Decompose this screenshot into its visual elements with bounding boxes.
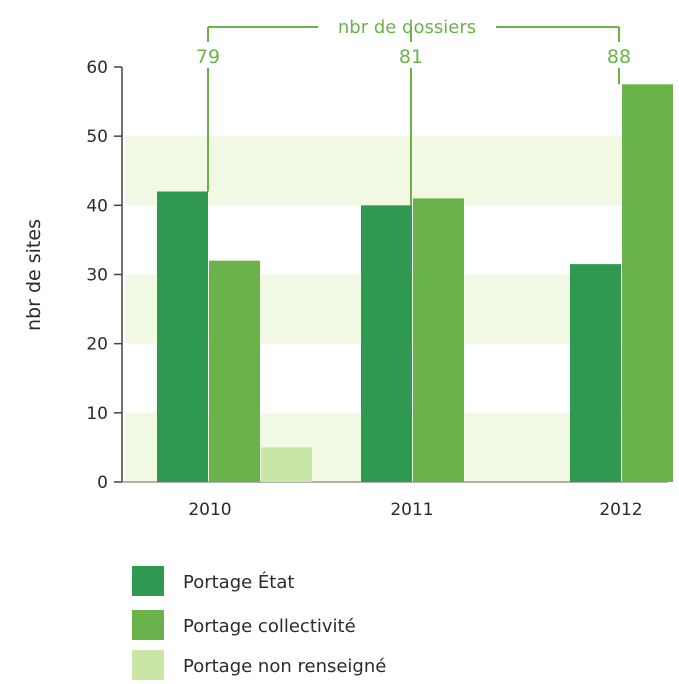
bar [570,264,621,482]
bar [261,447,312,482]
y-axis-title: nbr de sites [23,219,45,331]
bar [209,260,260,482]
y-tick-label: 20 [86,335,108,355]
legend: Portage État Portage collectivité Portage … [132,566,386,680]
bar [361,205,412,483]
background-band [125,136,668,206]
y-tick-label: 60 [86,58,108,78]
bars-layer [157,84,673,483]
dossier-annotation: nbr de dossiers 79 81 88 [196,17,631,206]
y-tick-label: 40 [86,196,108,216]
legend-swatch [132,650,164,680]
y-tick-label: 10 [86,404,108,424]
bar [157,191,208,482]
x-tick-label: 2011 [390,500,433,520]
legend-label: Portage collectivité [183,616,356,637]
y-tick-label: 50 [86,127,108,147]
dossier-value: 81 [399,46,423,68]
y-tick-label: 30 [86,266,108,286]
dossier-value: 88 [607,46,631,68]
bar [622,84,673,483]
legend-label: Portage État [183,571,294,593]
x-axis-labels: 2010 2011 2012 [188,500,642,520]
x-tick-label: 2012 [599,500,642,520]
bar [413,198,464,482]
dossier-title: nbr de dossiers [338,17,476,38]
x-tick-label: 2010 [188,500,231,520]
legend-label: Portage non renseigné [183,656,386,677]
legend-swatch [132,610,164,640]
y-tick-label: 0 [97,473,108,493]
legend-swatch [132,566,164,596]
dossier-value: 79 [196,46,220,68]
